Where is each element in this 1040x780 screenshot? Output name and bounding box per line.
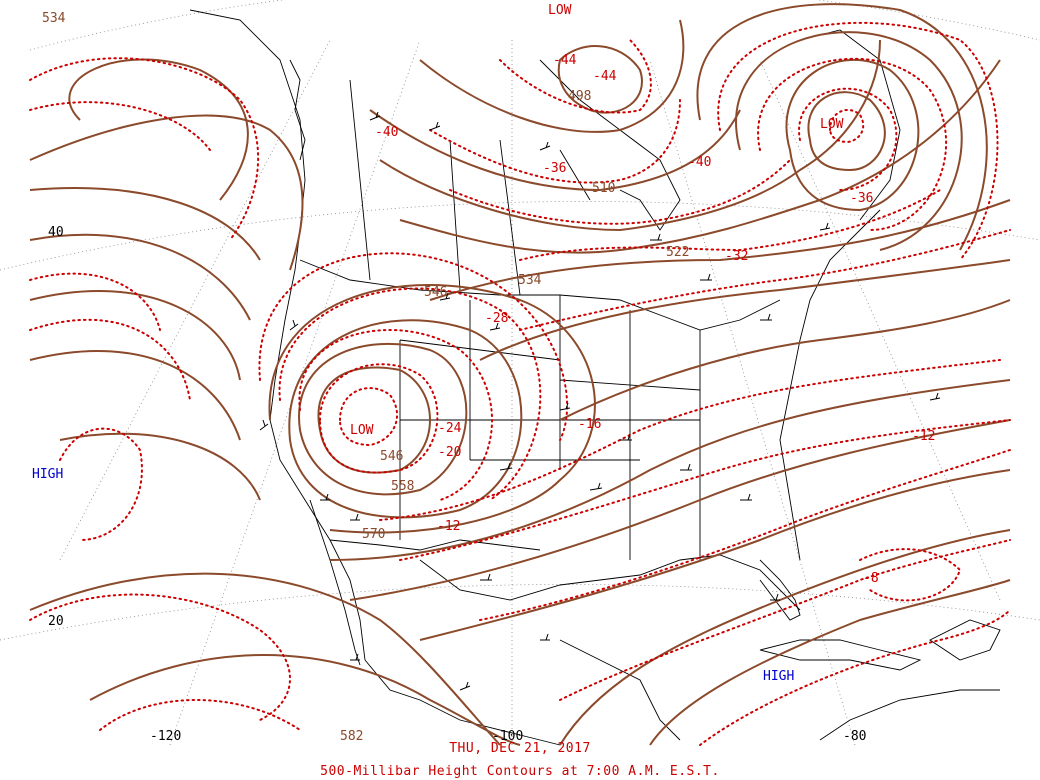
low-center-label: LOW [820, 117, 844, 132]
height-label: 522 [666, 245, 689, 260]
lon-label-120: -120 [150, 729, 181, 744]
wind-barb-icon [760, 313, 772, 321]
wind-barb-icon [559, 402, 571, 411]
temperature-label: -44 [553, 53, 577, 68]
height-label: 558 [391, 479, 414, 494]
pressure-centers: LOW LOW LOW HIGH HIGH [32, 3, 844, 684]
temperature-label: -32 [725, 249, 748, 264]
baja-california [309, 499, 361, 666]
temperature-label: -40 [688, 155, 711, 170]
wind-barb-icon [429, 121, 441, 131]
wind-barb-icon [459, 681, 471, 691]
mexico-pacific-coast [364, 659, 561, 746]
low-center-label: LOW [350, 423, 374, 438]
island-chain [289, 59, 306, 161]
east-coast [779, 209, 881, 561]
temperature-label: -24 [438, 421, 462, 436]
south-america [819, 689, 1000, 741]
wind-barb-icon [489, 322, 501, 331]
wind-barb-icon [700, 273, 712, 281]
closed-low-hudson [557, 45, 643, 114]
lat-lon-grid [0, 0, 1040, 746]
greenland-coast [799, 29, 901, 221]
isotherms [29, 21, 1011, 746]
wind-barb-icon [259, 419, 269, 431]
height-labels: 534 498 510 522 534 546 546 558 570 582 [42, 11, 689, 744]
gulf-coast [419, 554, 801, 611]
wind-barb-icon [770, 593, 780, 601]
temperature-label: -8 [863, 571, 879, 586]
wind-barb-icon [350, 513, 360, 521]
height-label: 570 [362, 527, 385, 542]
wind-barb-icon [589, 482, 603, 491]
wind-barbs [259, 111, 941, 691]
height-label: 534 [518, 273, 542, 288]
temperature-label: -36 [850, 191, 873, 206]
closed-low-labrador [807, 91, 886, 172]
wind-barb-icon [650, 233, 662, 241]
wind-barb-icon [480, 573, 492, 581]
wind-barb-icon [539, 141, 551, 151]
high-center-label: HIGH [763, 669, 794, 684]
height-label: 546 [424, 285, 447, 300]
axis-labels: 40 20 -120 -100 -80 [48, 225, 866, 744]
wind-barb-icon [680, 463, 692, 471]
wind-barb-icon [320, 493, 330, 501]
hudson-bay [539, 59, 681, 231]
cuba [759, 639, 922, 671]
low-center-label: LOW [548, 3, 572, 18]
map-date: THU, DEC 21, 2017 [449, 741, 591, 756]
wind-barb-icon [819, 222, 831, 231]
us-mexico-border [329, 539, 541, 551]
hispaniola [929, 619, 1001, 661]
lon-label-100: -100 [492, 729, 523, 744]
wind-barb-icon [439, 292, 451, 301]
wind-barb-icon [929, 392, 941, 401]
height-label: 498 [568, 89, 591, 104]
height-label: 546 [380, 449, 403, 464]
wind-barb-icon [499, 462, 513, 471]
height-label: 510 [592, 181, 615, 196]
temperature-label: -16 [578, 417, 601, 432]
height-contours [29, 3, 1011, 746]
wind-barb-icon [350, 653, 360, 661]
canada-us-border [299, 259, 781, 331]
temperature-label: -28 [485, 311, 508, 326]
high-center-label: HIGH [32, 467, 63, 482]
lon-label-80: -80 [843, 729, 866, 744]
wind-barb-icon [540, 633, 550, 641]
height-label: 582 [340, 729, 363, 744]
yucatan [559, 639, 681, 741]
temperature-label: -12 [912, 429, 935, 444]
lat-label-40: 40 [48, 225, 64, 240]
temperature-label: -12 [437, 519, 460, 534]
temperature-labels: -44 -44 -40 -40 -36 -36 -32 -28 -24 -20 … [375, 53, 935, 586]
canadian-provinces [349, 79, 591, 296]
height-label: 534 [42, 11, 66, 26]
wind-barb-icon [620, 433, 632, 441]
temperature-label: -36 [543, 161, 566, 176]
map-caption: 500-Millibar Height Contours at 7:00 A.M… [320, 764, 720, 779]
wind-barb-icon [369, 111, 381, 121]
temperature-label: -40 [375, 125, 398, 140]
lat-label-20: 20 [48, 614, 64, 629]
temperature-label: -20 [438, 445, 461, 460]
wind-barb-icon [740, 493, 752, 501]
wind-barb-icon [289, 319, 299, 331]
temperature-label: -44 [593, 69, 617, 84]
